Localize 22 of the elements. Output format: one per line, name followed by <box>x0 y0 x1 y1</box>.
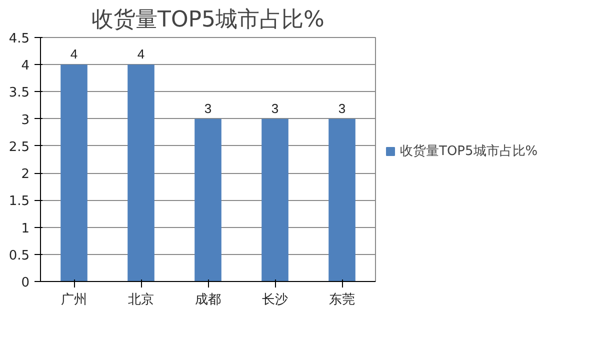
x-tick-label: 成都 <box>195 292 221 308</box>
data-label: 3 <box>204 100 212 116</box>
data-label: 4 <box>70 46 78 62</box>
y-tick-label: 0.5 <box>8 248 30 264</box>
y-tick-label: 2 <box>21 167 30 182</box>
legend-label: 收货量TOP5城市占比% <box>400 143 538 160</box>
chart-title: 收货量TOP5城市占比% <box>92 8 324 32</box>
y-tick-label: 0 <box>21 276 30 290</box>
y-tick-label: 1 <box>21 221 30 236</box>
y-tick-label: 3 <box>21 112 30 128</box>
y-tick-label: 4.5 <box>8 32 30 46</box>
y-tick-label: 4 <box>21 58 30 74</box>
x-tick-label: 长沙 <box>262 292 288 308</box>
x-tick-label: 北京 <box>128 292 154 308</box>
y-tick-label: 2.5 <box>8 140 30 155</box>
data-label: 3 <box>338 100 346 116</box>
y-tick-label: 3.5 <box>8 86 30 101</box>
data-label: 3 <box>271 100 279 116</box>
y-tick-label: 1.5 <box>8 194 30 210</box>
x-tick-label: 东莞 <box>329 292 355 308</box>
data-label: 4 <box>137 46 145 62</box>
x-tick-label: 广州 <box>61 292 87 308</box>
